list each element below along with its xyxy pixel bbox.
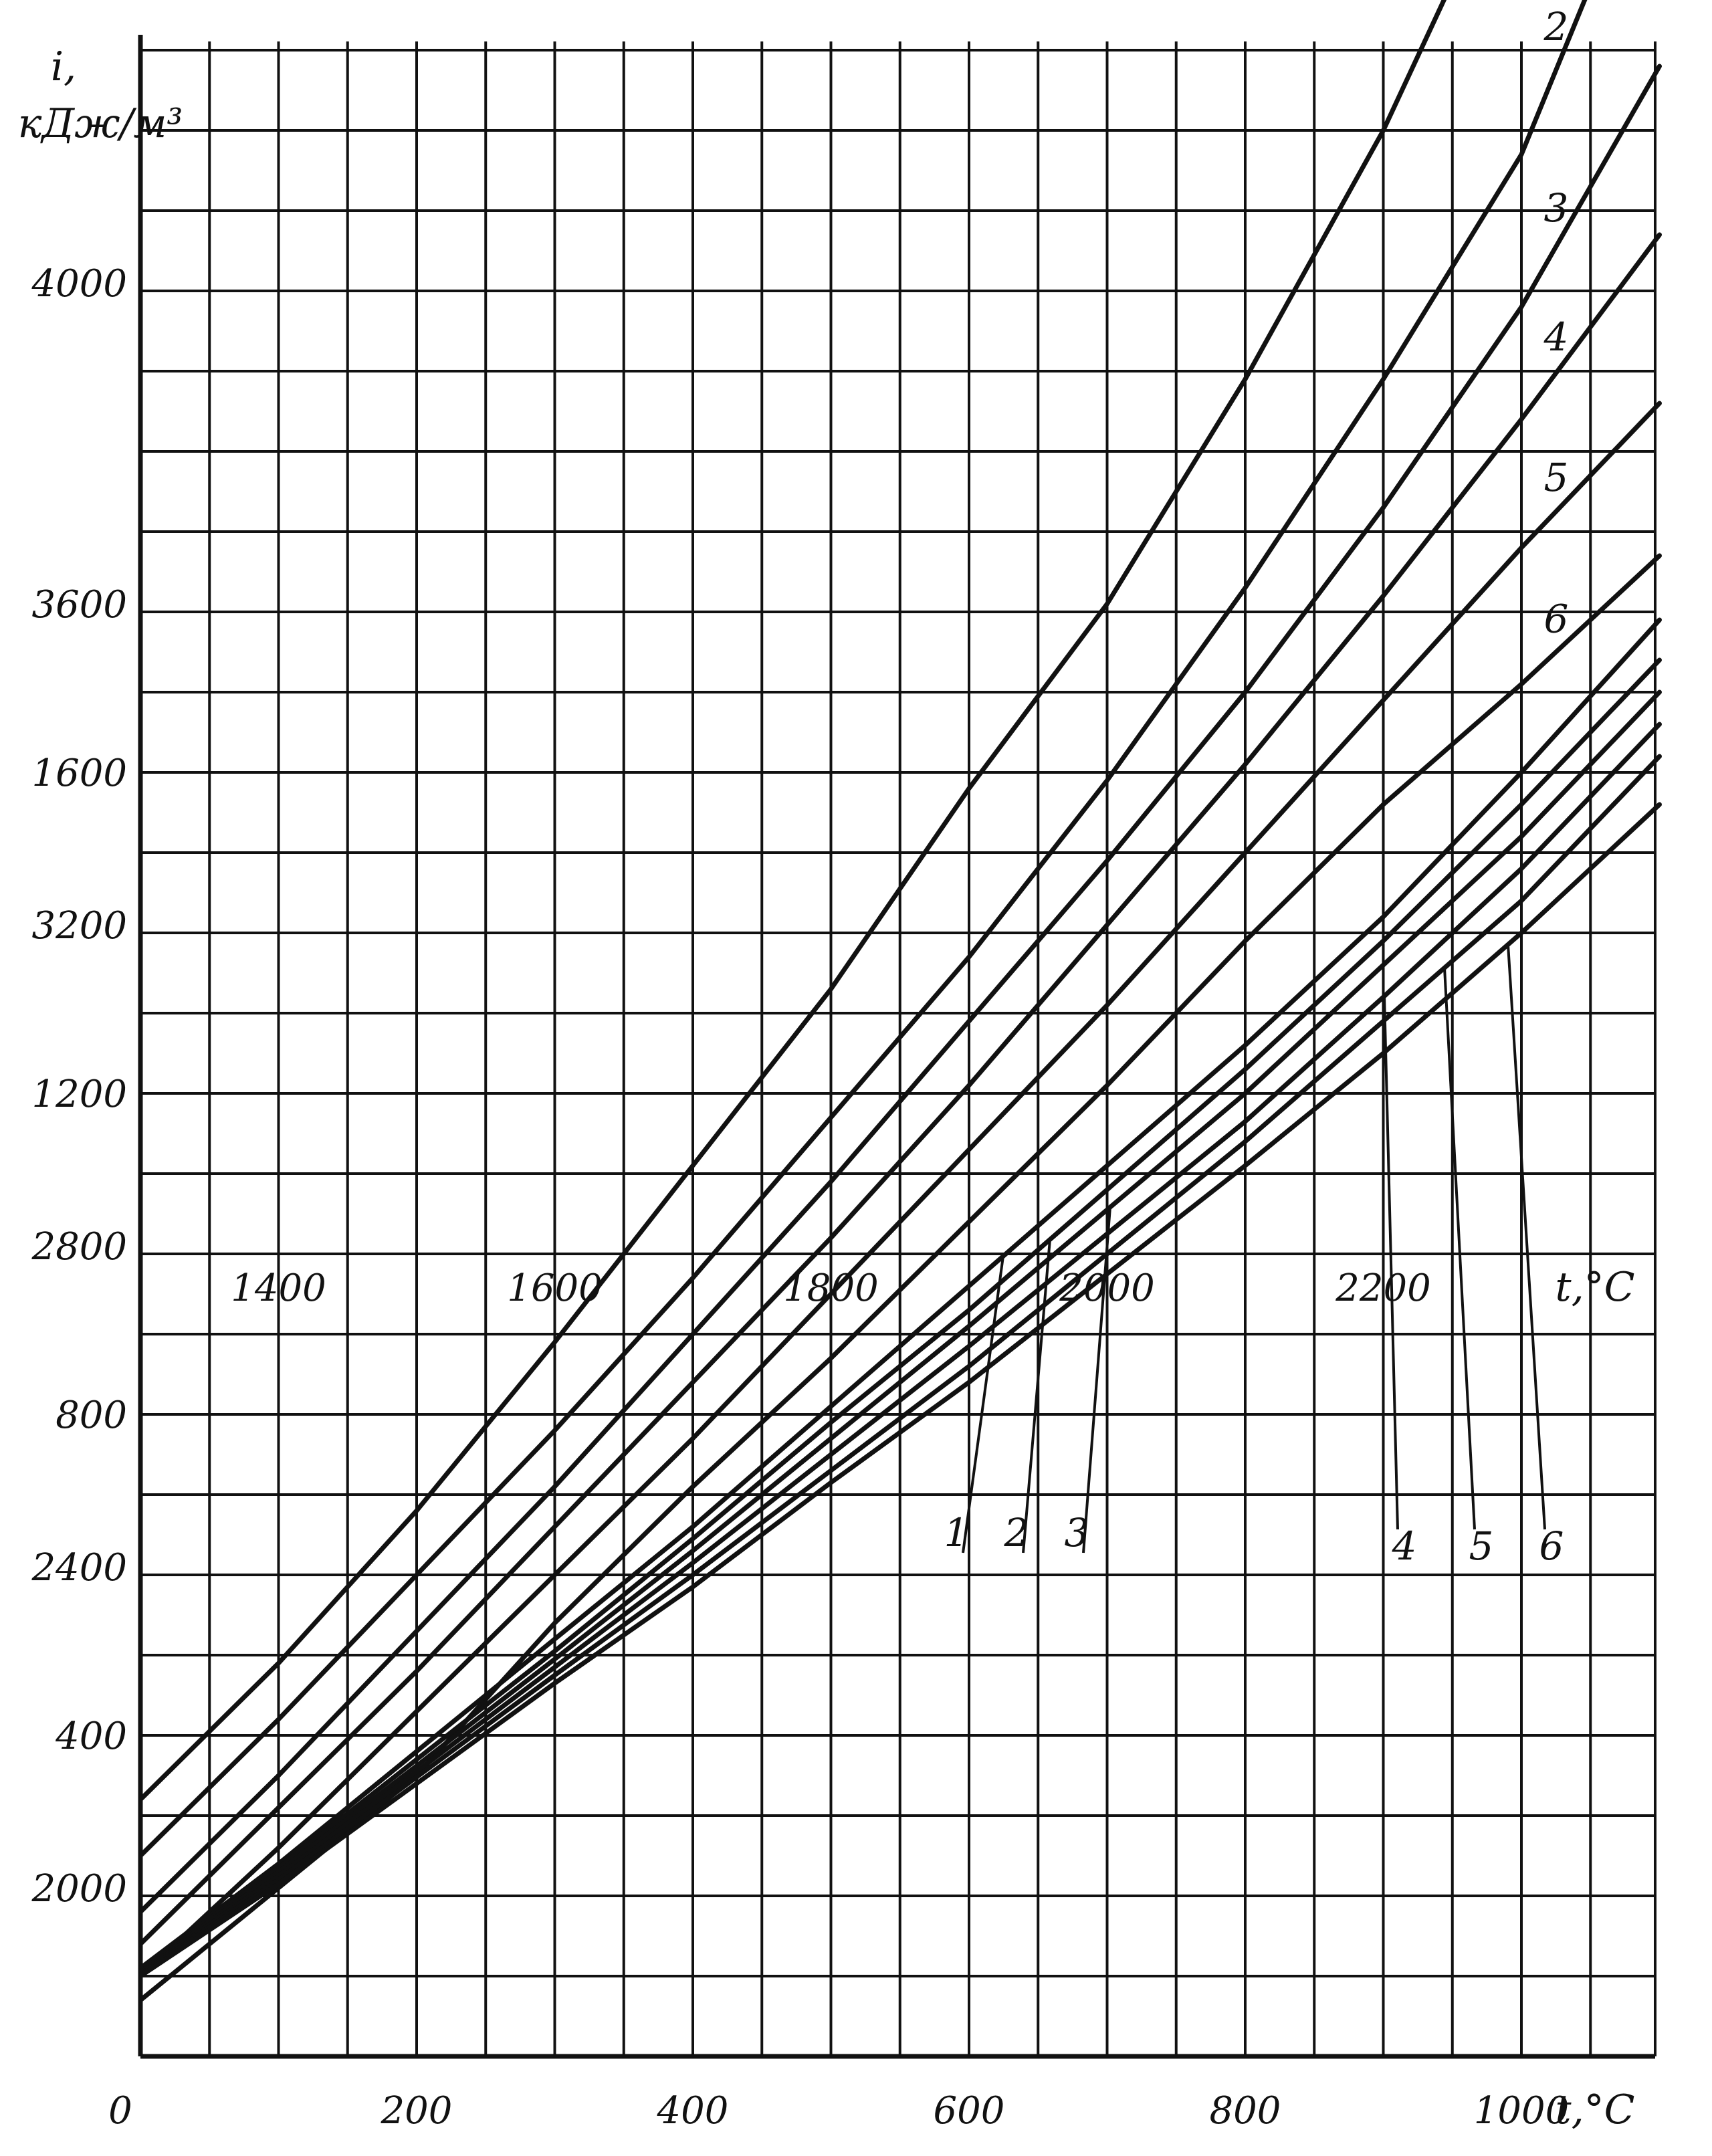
lower-curve-leader-4 — [1383, 996, 1399, 1530]
lower-curve-label-2: 2 — [1004, 1510, 1029, 1555]
lower-curve-label-6: 6 — [1539, 1523, 1564, 1569]
upper-curve-label-6: 6 — [1543, 596, 1568, 641]
lower-curve-leader-5 — [1443, 968, 1476, 1530]
upper-curve-label-3: 3 — [1543, 185, 1568, 231]
x-tick-label-upper: 1400 — [231, 1267, 326, 1310]
x-tick-label-upper: 2000 — [1059, 1267, 1155, 1310]
y-tick-label-lower: 1200 — [31, 1073, 127, 1116]
x-tick-label-lower: 200 — [381, 2089, 453, 2133]
x-axis-title-upper: t,°C — [1555, 1264, 1634, 1311]
y-tick-label-lower: 800 — [56, 1394, 127, 1437]
y-axis-unit: кДж/м³ — [18, 100, 183, 147]
x-axis-title-lower: t,°C — [1555, 2086, 1634, 2133]
upper-curve-label-4: 4 — [1543, 314, 1568, 360]
y-tick-label-upper: 4000 — [31, 262, 127, 306]
lower-curve-leader-1 — [962, 1256, 1004, 1553]
y-tick-label-upper: 3600 — [31, 583, 127, 627]
y-tick-label-upper: 2400 — [31, 1546, 127, 1590]
lower-curve-label-4: 4 — [1392, 1523, 1417, 1569]
lower-curve-leader-2 — [1022, 1239, 1051, 1553]
lower-curve-label-5: 5 — [1469, 1523, 1494, 1569]
labels: i,кДж/м³t,°Ct,°C200024002800320036004000… — [18, 4, 1635, 2133]
x-tick-label-lower: 600 — [934, 2089, 1005, 2133]
x-tick-label-upper: 1800 — [783, 1267, 879, 1310]
lower-series-line-2 — [138, 657, 1662, 1972]
lower-curve-leader-6 — [1507, 944, 1546, 1530]
upper-curve-label-5: 5 — [1543, 455, 1568, 500]
y-tick-label-lower: 400 — [55, 1715, 127, 1758]
lower-curve-leader-3 — [1082, 1207, 1111, 1553]
y-tick-label-lower: 1600 — [31, 752, 127, 795]
series — [138, 0, 1662, 2003]
x-tick-label-upper: 2200 — [1335, 1267, 1431, 1310]
upper-series-line-5 — [138, 401, 1662, 1979]
lower-curve-label-1: 1 — [944, 1510, 969, 1555]
y-tick-label-upper: 2800 — [31, 1225, 127, 1269]
lower-series-line-4 — [138, 722, 1662, 1975]
lower-series-line-6 — [138, 802, 1662, 1979]
x-tick-label-lower: 0 — [108, 2089, 132, 2133]
upper-series-line-4 — [138, 232, 1662, 1947]
axes — [138, 35, 1656, 2059]
lower-series-line-5 — [138, 754, 1662, 1977]
lower-series-line-3 — [138, 689, 1662, 1974]
upper-curve-label-2: 2 — [1543, 4, 1568, 49]
x-tick-label-lower: 1000 — [1474, 2089, 1570, 2133]
upper-series-line-1 — [138, 0, 1447, 1802]
x-tick-label-lower: 800 — [1210, 2089, 1281, 2133]
upper-series-line-3 — [138, 64, 1662, 1915]
y-tick-label-upper: 2000 — [31, 1867, 127, 1911]
x-tick-label-lower: 400 — [657, 2089, 729, 2133]
lower-series-line-1 — [138, 617, 1662, 1971]
y-tick-label-upper: 3200 — [31, 904, 127, 948]
upper-series-line-2 — [138, 0, 1588, 1858]
x-tick-label-upper: 1600 — [507, 1267, 603, 1310]
lower-curve-label-3: 3 — [1065, 1510, 1089, 1555]
grid — [139, 41, 1655, 2058]
y-axis-title: i, — [51, 43, 76, 90]
